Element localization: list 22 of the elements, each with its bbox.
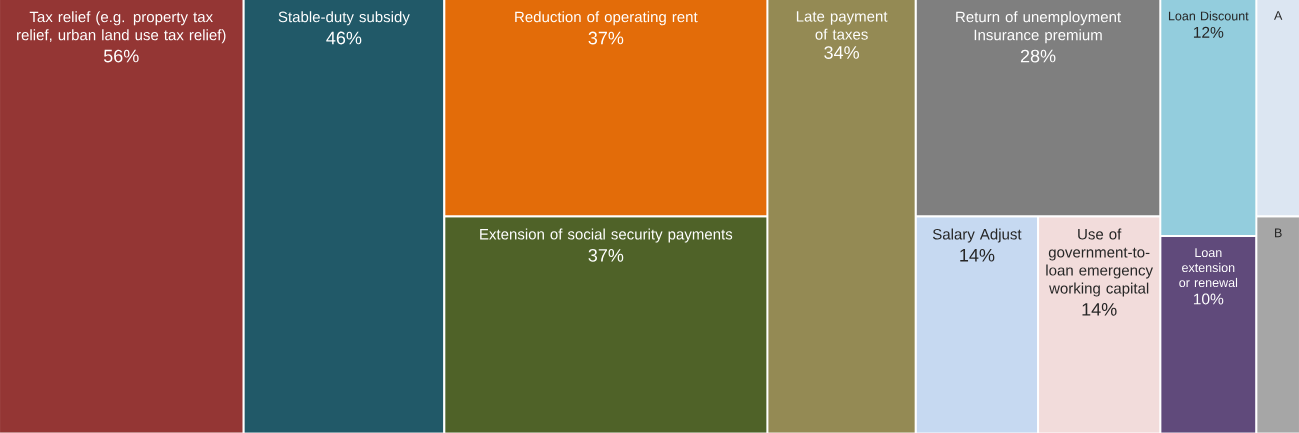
data-label: 12% bbox=[1193, 26, 1224, 38]
category-label: A bbox=[1274, 11, 1283, 20]
category-label: Late payment of taxes bbox=[796, 11, 888, 40]
data-label: 46% bbox=[326, 31, 362, 45]
data-label: 34% bbox=[824, 46, 859, 60]
category-label: Tax relief (e.g. property tax relief, urban land use tax relief) bbox=[17, 11, 226, 44]
category-label: Return of unemployment Insurance premium bbox=[956, 11, 1121, 44]
category-label: Extension of social security payments bbox=[480, 228, 733, 243]
data-label: 10% bbox=[1193, 293, 1224, 305]
data-label: 37% bbox=[588, 249, 624, 262]
category-label: B bbox=[1275, 228, 1282, 238]
category-label: Loan extension or renewal bbox=[1179, 248, 1238, 288]
category-label: Loan Discount bbox=[1168, 11, 1249, 21]
data-label: 37% bbox=[588, 31, 624, 45]
data-label: 14% bbox=[960, 249, 995, 262]
data-label: 14% bbox=[1082, 303, 1117, 316]
category-label: Use of government-to-loan emergency working capital bbox=[1046, 228, 1153, 297]
category-label: Stable-duty subsidy bbox=[278, 11, 410, 26]
category-label: Salary Adjust bbox=[932, 228, 1022, 243]
data-label: 28% bbox=[1020, 49, 1056, 63]
data-label: 56% bbox=[103, 49, 139, 63]
category-label: Reduction of operating rent bbox=[515, 11, 698, 26]
